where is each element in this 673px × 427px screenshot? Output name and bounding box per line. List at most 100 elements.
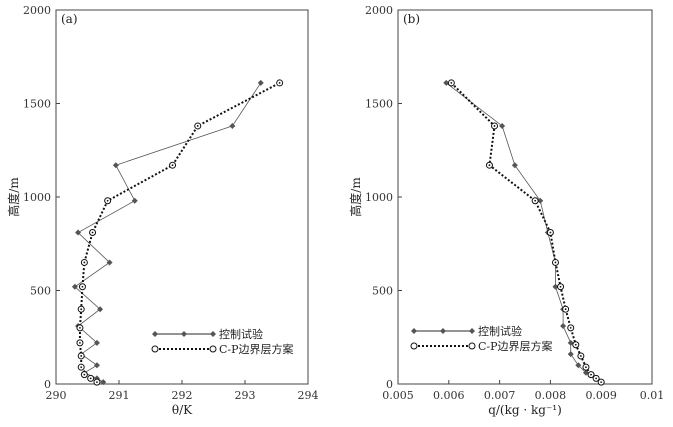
data-point-circle-dot (450, 82, 453, 84)
legend-marker (440, 328, 446, 334)
legend-marker (210, 331, 216, 337)
data-point-diamond (257, 79, 264, 86)
data-point-circle-dot (600, 381, 603, 384)
data-point-circle-dot (585, 366, 587, 369)
data-point-circle-dot (554, 261, 557, 264)
chart-panel-a: 290 291 292 293 294 0 500 1000 1500 2000 θ/K 高度/m (a… (6, 4, 319, 417)
x-tick-label: 0.01 (640, 389, 665, 402)
data-point-circle-dot (595, 377, 598, 380)
data-point-diamond (100, 379, 107, 386)
data-point-diamond (511, 162, 518, 169)
data-point-circle-dot (171, 164, 174, 167)
chart-panel-b: 0.005 0.006 0.007 0.008 0.009 0.01 0 500 1000 150… (348, 4, 664, 417)
x-tick-label: 0.008 (535, 389, 567, 402)
data-point-circle-dot (80, 366, 83, 369)
data-point-circle-dot (574, 343, 577, 346)
data-point-circle-dot (83, 261, 86, 264)
series-line (450, 82, 602, 383)
data-point-circle-dot (549, 231, 552, 234)
data-point-diamond (567, 339, 574, 346)
x-tick-label: 0.005 (382, 389, 414, 402)
data-point-diamond (575, 362, 582, 369)
data-point-circle-dot (278, 82, 281, 84)
x-tick-label: 0.007 (484, 389, 516, 402)
x-axis-label: θ/K (172, 403, 193, 417)
y-tick-label: 2000 (365, 4, 393, 17)
data-point-circle-dot (80, 355, 83, 357)
data-point-diamond (560, 323, 567, 330)
data-point-diamond (106, 259, 113, 266)
y-axis-label: 高度/m (6, 177, 21, 217)
data-point-circle-dot (590, 373, 592, 376)
x-axis-label: q/(kg · kg⁻¹) (488, 403, 562, 417)
series-cp-pbl (447, 79, 605, 386)
data-point-circle-dot (91, 231, 94, 234)
data-point-diamond (93, 339, 100, 346)
legend-marker (181, 331, 187, 337)
legend-label: 控制试验 (219, 327, 263, 341)
data-point-diamond (582, 369, 589, 376)
x-tick-label: 293 (235, 389, 256, 402)
y-tick-label: 0 (386, 378, 393, 391)
data-point-circle-dot (79, 327, 81, 329)
data-point-circle-dot (81, 285, 84, 288)
y-tick-label: 1000 (365, 191, 393, 204)
data-point-circle-dot (493, 125, 496, 127)
data-point-diamond (131, 197, 138, 204)
y-tick-label: 500 (30, 285, 51, 298)
data-point-diamond (97, 306, 104, 313)
panel-label: (b) (403, 12, 420, 26)
y-tick-label: 500 (372, 285, 393, 298)
legend-marker (410, 342, 418, 350)
data-point-diamond (499, 122, 506, 129)
series-line (446, 82, 602, 383)
legend-marker (152, 331, 158, 337)
x-tick-label: 0.006 (433, 389, 465, 402)
legend-marker (209, 345, 217, 353)
data-point-circle-dot (488, 164, 491, 167)
y-tick-label: 2000 (23, 4, 51, 17)
data-point-circle-dot (559, 285, 562, 288)
data-point-diamond (443, 79, 450, 86)
y-tick-label: 1500 (365, 98, 393, 111)
data-point-diamond (93, 362, 100, 369)
plot-frame (55, 9, 309, 385)
data-point-circle-dot (96, 381, 98, 384)
data-point-circle-dot (564, 308, 567, 311)
legend-marker (469, 328, 475, 334)
series-cp-pbl (76, 79, 284, 386)
x-tick-label: 291 (109, 389, 130, 402)
x-tick-label: 292 (172, 389, 193, 402)
y-tick-label: 1000 (23, 191, 51, 204)
y-tick-label: 1500 (23, 98, 51, 111)
data-point-diamond (552, 283, 559, 290)
legend-marker (411, 328, 417, 334)
data-point-circle-dot (89, 377, 92, 380)
x-tick-label: 294 (298, 389, 319, 402)
x-tick-label: 0.009 (585, 389, 617, 402)
legend-label: 控制试验 (478, 324, 522, 338)
data-point-circle-dot (196, 125, 199, 127)
data-point-diamond (537, 197, 544, 204)
data-point-diamond (567, 351, 574, 358)
data-point-diamond (71, 283, 78, 290)
data-point-circle-dot (83, 373, 86, 376)
y-axis-label: 高度/m (348, 177, 363, 217)
legend-marker (151, 345, 159, 353)
data-point-circle-dot (79, 341, 81, 344)
data-point-circle-dot (534, 199, 537, 202)
plot-frame (397, 9, 653, 385)
data-point-diamond (112, 162, 119, 169)
legend-label: C-P边界层方案 (219, 342, 294, 356)
data-point-circle-dot (106, 199, 109, 202)
panel-label: (a) (61, 12, 78, 26)
data-point-diamond (229, 122, 236, 129)
legend-marker (468, 342, 476, 350)
data-point-circle-dot (569, 327, 572, 329)
y-tick-label: 0 (44, 378, 51, 391)
data-point-circle-dot (579, 355, 582, 357)
legend-label: C-P边界层方案 (478, 339, 553, 353)
